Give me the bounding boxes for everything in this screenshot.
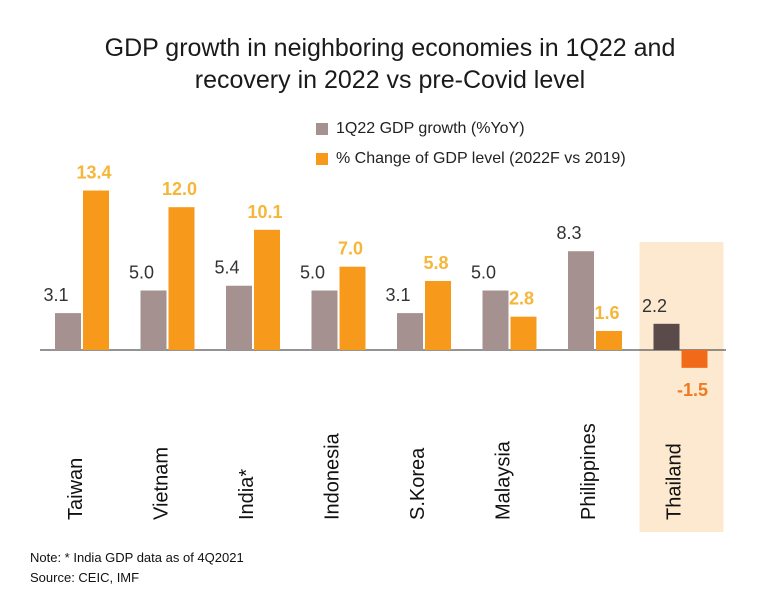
data-label-series2-skorea: 5.8 xyxy=(423,253,448,273)
legend-label-series1: 1Q22 GDP growth (%YoY) xyxy=(336,120,525,137)
legend-swatch-series2 xyxy=(316,153,328,165)
bar-series2-skorea xyxy=(425,280,451,350)
data-label-series2-malaysia: 2.8 xyxy=(509,289,534,309)
bar-series2-philippines xyxy=(596,330,622,350)
chart-title-line-1: GDP growth in neighboring economies in 1… xyxy=(104,34,676,62)
legend-label-series2: % Change of GDP level (2022F vs 2019) xyxy=(336,150,626,167)
category-label-india: India* xyxy=(236,469,258,520)
category-label-taiwan: Taiwan xyxy=(65,458,87,520)
category-label-philippines: Philippines xyxy=(578,423,600,520)
bar-series1-vietnam xyxy=(140,290,167,350)
bar-series2-taiwan xyxy=(83,190,109,350)
bar-series1-taiwan xyxy=(55,313,81,350)
data-label-series2-philippines: 1.6 xyxy=(594,303,619,323)
highlight-background xyxy=(639,242,724,532)
legend-item-series2: % Change of GDP level (2022F vs 2019) xyxy=(316,148,626,170)
category-label-indonesia: Indonesia xyxy=(322,432,344,520)
data-label-series2-vietnam: 12.0 xyxy=(162,179,197,199)
bar-series1-skorea xyxy=(397,313,423,350)
bar-series1-indonesia xyxy=(311,290,338,350)
data-label-series1-malaysia: 5.0 xyxy=(471,263,496,283)
category-label-vietnam: Vietnam xyxy=(151,447,173,520)
footnote: Note: * India GDP data as of 4Q2021 xyxy=(30,550,244,565)
bar-series2-india xyxy=(254,229,280,350)
data-label-series1-philippines: 8.3 xyxy=(556,223,581,243)
data-label-series2-indonesia: 7.0 xyxy=(338,239,363,259)
chart-title-line-2: recovery in 2022 vs pre-Covid level xyxy=(194,66,586,94)
category-label-malaysia: Malaysia xyxy=(493,440,515,520)
legend-swatch-series1 xyxy=(316,123,328,135)
bar-series2-thailand xyxy=(681,350,708,368)
data-label-series2-india: 10.1 xyxy=(247,202,282,222)
data-label-series1-taiwan: 3.1 xyxy=(43,285,68,305)
data-label-series1-thailand: 2.2 xyxy=(642,296,667,316)
data-label-series1-indonesia: 5.0 xyxy=(300,263,325,283)
source-note: Source: CEIC, IMF xyxy=(30,570,140,585)
data-label-series2-thailand: -1.5 xyxy=(677,380,708,400)
category-label-skorea: S.Korea xyxy=(407,447,429,520)
category-label-thailand: Thailand xyxy=(664,443,686,520)
bar-series1-thailand xyxy=(653,323,680,350)
bar-series1-india xyxy=(226,285,252,350)
bar-series2-vietnam xyxy=(168,207,195,350)
data-label-series2-taiwan: 13.4 xyxy=(76,163,111,183)
data-label-series1-india: 5.4 xyxy=(214,258,239,278)
legend-item-series1: 1Q22 GDP growth (%YoY) xyxy=(316,118,525,140)
bar-series1-philippines xyxy=(568,251,594,350)
bar-series1-malaysia xyxy=(482,290,509,350)
data-label-series1-skorea: 3.1 xyxy=(385,285,410,305)
bar-series2-indonesia xyxy=(339,266,366,350)
data-label-series1-vietnam: 5.0 xyxy=(129,263,154,283)
bar-series2-malaysia xyxy=(510,316,537,350)
